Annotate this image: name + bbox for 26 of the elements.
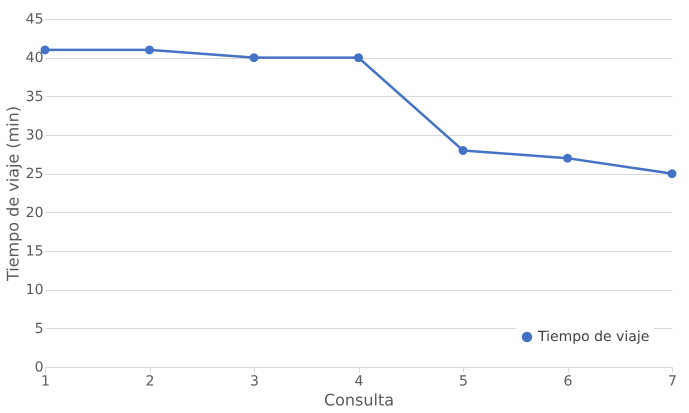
x-axis-title: Consulta xyxy=(324,390,394,410)
y-tick-label: 35 xyxy=(26,88,44,105)
point xyxy=(563,154,572,163)
x-tick-label: 2 xyxy=(146,374,154,390)
y-tick-label: 10 xyxy=(26,282,44,298)
point xyxy=(458,146,468,155)
point xyxy=(145,45,154,54)
point xyxy=(250,53,258,62)
y-axis-title: Tiempo de viaje (min) xyxy=(4,106,23,282)
x-tick-label: 6 xyxy=(564,374,573,390)
x-tick-label: 4 xyxy=(354,374,364,390)
y-tick-label: 0 xyxy=(34,360,44,376)
y-tick-label: 15 xyxy=(26,244,44,260)
y-tick-label: 30 xyxy=(26,128,44,144)
x-tick-label: 7 xyxy=(668,374,677,390)
point xyxy=(668,169,676,178)
point xyxy=(354,53,363,62)
x-tick-label: 3 xyxy=(250,374,259,390)
y-tick-label: 25 xyxy=(26,166,44,182)
x-tick-label: 1 xyxy=(41,374,50,390)
y-tick-label: 45 xyxy=(26,12,44,28)
legend-label: Tiempo de viaje xyxy=(537,329,650,345)
y-tick-label: 5 xyxy=(34,320,44,337)
x-tick-label: 5 xyxy=(459,374,468,390)
y-tick-label: 20 xyxy=(26,204,44,221)
y-tick-label: 40 xyxy=(26,50,44,66)
